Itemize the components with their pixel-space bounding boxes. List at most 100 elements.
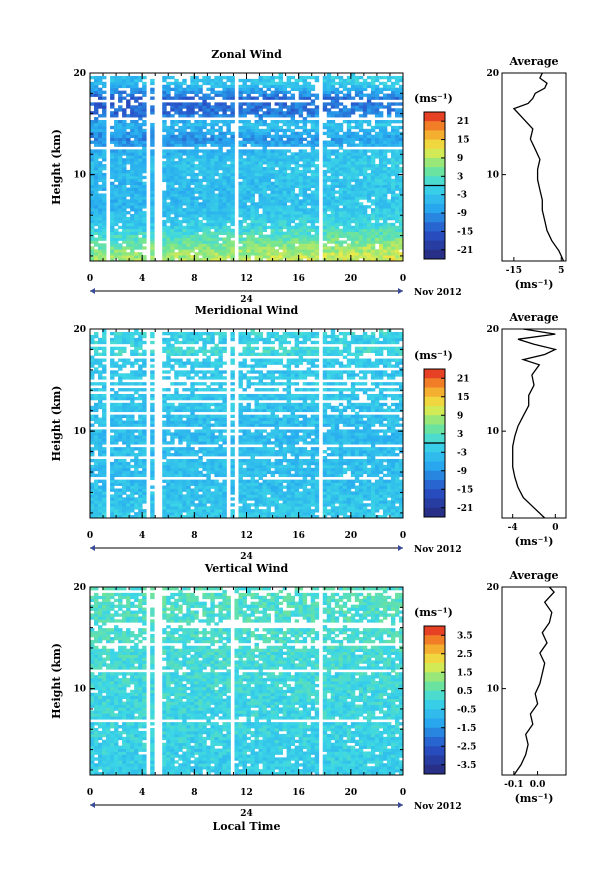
heatmap-cell: [250, 178, 255, 183]
heatmap-cell: [342, 506, 348, 510]
heatmap-cell: [398, 149, 404, 153]
heatmap-cell: [366, 231, 372, 235]
heatmap-cell: [330, 503, 336, 507]
heatmap-cell: [226, 158, 231, 162]
heatmap-cell: [166, 181, 171, 186]
heatmap-cell: [214, 178, 219, 183]
heatmap-cell: [350, 491, 356, 495]
heatmap-cell: [90, 222, 95, 227]
heatmap-cell: [206, 114, 211, 118]
heatmap-cell: [386, 175, 392, 180]
heatmap-cell: [362, 240, 368, 244]
heatmap-cell: [350, 246, 356, 250]
heatmap-cell: [214, 211, 219, 215]
heatmap-cell: [330, 190, 336, 194]
heatmap-cell: [174, 152, 179, 156]
heatmap-cell: [138, 193, 143, 197]
heatmap-cell: [190, 494, 195, 498]
heatmap-cell: [290, 234, 296, 238]
heatmap-cell: [398, 252, 404, 256]
heatmap-cell: [222, 237, 227, 241]
heatmap-cell: [282, 181, 288, 186]
heatmap-cell: [218, 497, 223, 501]
heatmap-cell: [338, 503, 344, 507]
heatmap-cell: [242, 216, 247, 221]
heatmap-cell: [198, 252, 203, 256]
heatmap-cell: [282, 167, 288, 171]
heatmap-cell: [138, 258, 143, 262]
heatmap-cell: [370, 111, 376, 115]
heatmap-cell: [134, 140, 139, 144]
heatmap-cell: [282, 473, 288, 478]
heatmap-cell: [366, 240, 372, 244]
heatmap-cell: [134, 178, 139, 183]
heatmap-cell: [254, 470, 259, 475]
heatmap-cell: [278, 181, 284, 186]
heatmap-cell: [178, 102, 183, 106]
heatmap-cell: [314, 78, 320, 83]
heatmap-cell: [122, 237, 127, 241]
heatmap-cell: [270, 234, 275, 238]
heatmap-cell: [358, 93, 364, 97]
heatmap-cell: [102, 500, 107, 504]
heatmap-cell: [338, 75, 344, 80]
heatmap-cell: [354, 500, 360, 504]
heatmap-cell: [286, 175, 292, 180]
heatmap-cell: [282, 219, 288, 224]
heatmap-cell: [118, 99, 123, 103]
heatmap-cell: [266, 193, 271, 197]
heatmap-cell: [394, 143, 400, 147]
heatmap-cell: [250, 187, 255, 191]
heatmap-cell: [314, 140, 320, 144]
heatmap-cell: [126, 175, 131, 180]
heatmap-cell: [150, 152, 155, 156]
heatmap-cell: [294, 488, 300, 492]
heatmap-cell: [290, 96, 296, 100]
heatmap-cell: [390, 497, 396, 501]
heatmap-cell: [294, 122, 300, 127]
heatmap-cell: [266, 102, 271, 106]
heatmap-cell: [350, 219, 356, 224]
heatmap-cell: [326, 485, 332, 489]
heatmap-cell: [142, 90, 147, 94]
heatmap-cell: [94, 231, 99, 235]
heatmap-cell: [298, 158, 304, 162]
heatmap-cell: [270, 482, 275, 486]
heatmap-cell: [398, 108, 404, 112]
heatmap-cell: [298, 240, 304, 244]
heatmap-cell: [190, 515, 195, 519]
heatmap-cell: [314, 190, 320, 194]
heatmap-cell: [334, 161, 340, 165]
heatmap-cell: [142, 211, 147, 215]
heatmap-cell: [162, 234, 167, 238]
heatmap-cell: [142, 482, 147, 486]
heatmap-cell: [178, 231, 183, 235]
heatmap-cell: [110, 90, 115, 94]
heatmap-cell: [258, 500, 263, 504]
heatmap-cell: [170, 199, 175, 203]
heatmap-cell: [250, 222, 255, 227]
heatmap-cell: [238, 205, 243, 209]
heatmap-cell: [338, 211, 344, 215]
heatmap-cell: [226, 90, 231, 94]
heatmap-cell: [162, 199, 167, 203]
heatmap-cell: [306, 84, 312, 89]
heatmap-cell: [182, 234, 187, 238]
heatmap-cell: [218, 512, 223, 516]
heatmap-cell: [162, 169, 167, 174]
heatmap-cell: [238, 246, 243, 250]
heatmap-cell: [334, 491, 340, 495]
heatmap-cell: [378, 167, 384, 171]
heatmap-cell: [230, 178, 235, 183]
heatmap-cell: [122, 120, 127, 124]
heatmap-cell: [214, 152, 219, 156]
heatmap-cell: [134, 81, 139, 86]
heatmap-cell: [278, 258, 284, 262]
heatmap-cell: [214, 488, 219, 492]
heatmap-cell: [358, 75, 364, 80]
heatmap-cell: [314, 485, 320, 489]
heatmap-cell: [166, 246, 171, 250]
heatmap-cell: [102, 175, 107, 180]
heatmap-cell: [310, 252, 316, 256]
heatmap-cell: [398, 190, 404, 194]
